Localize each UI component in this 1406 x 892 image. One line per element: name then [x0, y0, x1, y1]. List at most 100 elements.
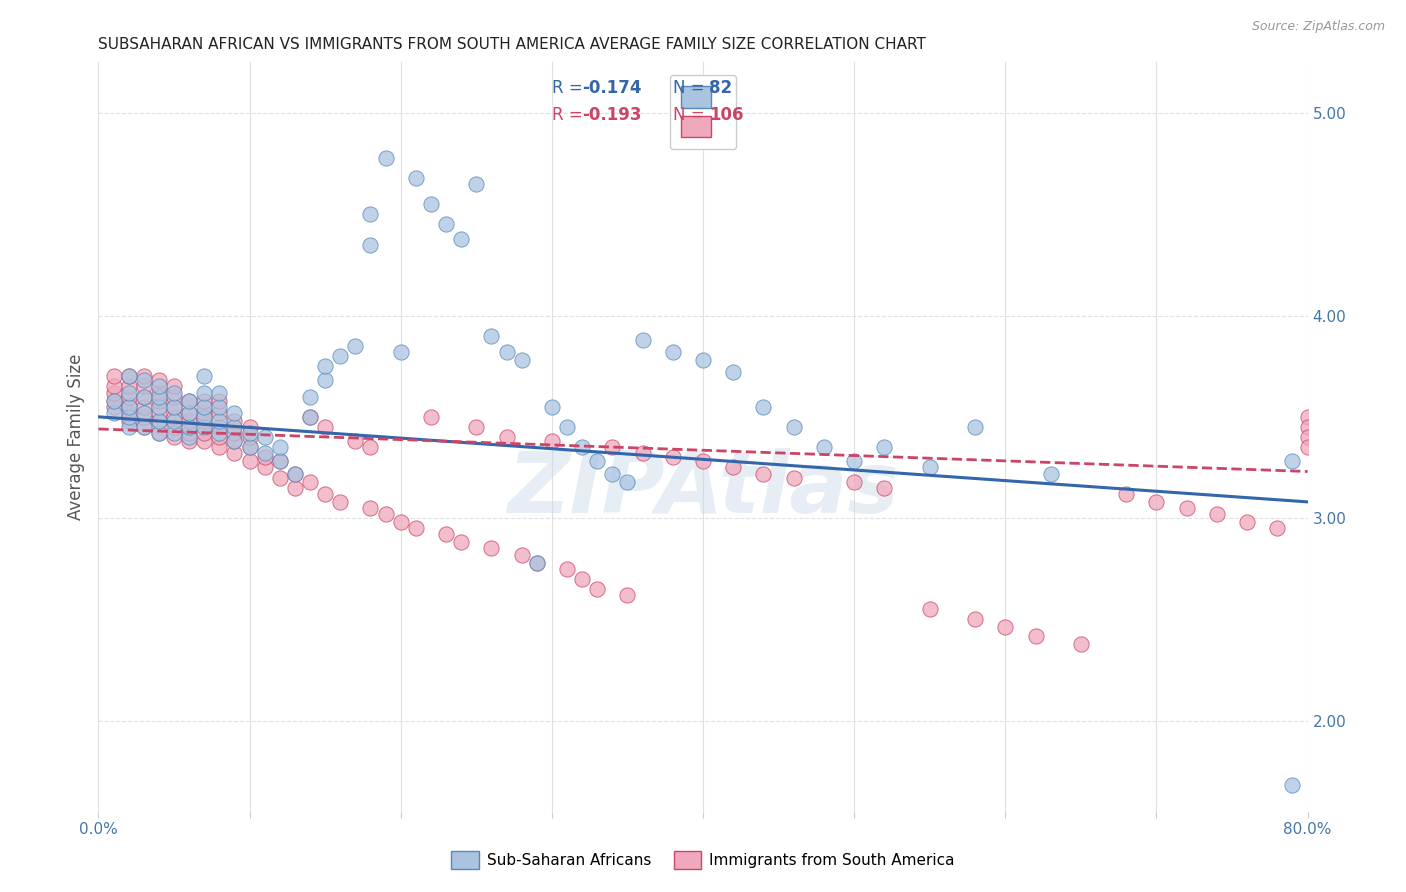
Text: 106: 106	[709, 106, 744, 124]
Point	[208, 393, 231, 408]
Point	[118, 414, 141, 428]
Point	[103, 385, 125, 400]
Point	[616, 588, 638, 602]
Point	[132, 373, 155, 387]
Point	[163, 390, 186, 404]
Point	[571, 572, 593, 586]
Point	[965, 420, 987, 434]
Point	[571, 440, 593, 454]
Point	[179, 414, 201, 428]
Point	[631, 333, 654, 347]
Point	[299, 475, 322, 489]
Point	[224, 414, 246, 428]
Point	[450, 535, 472, 549]
Point	[163, 379, 186, 393]
Point	[1267, 521, 1289, 535]
Point	[269, 454, 291, 468]
Point	[193, 369, 215, 384]
Point	[193, 434, 215, 449]
Point	[844, 475, 866, 489]
Point	[148, 400, 170, 414]
Point	[132, 420, 155, 434]
Point	[208, 425, 231, 440]
Point	[103, 400, 125, 414]
Point	[224, 406, 246, 420]
Point	[844, 454, 866, 468]
Point	[163, 400, 186, 414]
Point	[132, 390, 155, 404]
Point	[1070, 637, 1092, 651]
Point	[132, 409, 155, 424]
Point	[616, 475, 638, 489]
Text: ZIPAtlas: ZIPAtlas	[508, 448, 898, 531]
Point	[360, 500, 382, 515]
Point	[132, 379, 155, 393]
Text: SUBSAHARAN AFRICAN VS IMMIGRANTS FROM SOUTH AMERICA AVERAGE FAMILY SIZE CORRELAT: SUBSAHARAN AFRICAN VS IMMIGRANTS FROM SO…	[98, 37, 927, 52]
Point	[132, 406, 155, 420]
Point	[132, 369, 155, 384]
Point	[208, 406, 231, 420]
Point	[495, 430, 517, 444]
Point	[918, 602, 941, 616]
Point	[389, 345, 412, 359]
Point	[314, 373, 336, 387]
Point	[103, 393, 125, 408]
Point	[148, 385, 170, 400]
Point	[239, 440, 262, 454]
Point	[299, 409, 322, 424]
Point	[224, 434, 246, 449]
Point	[783, 420, 806, 434]
Point	[994, 620, 1017, 634]
Text: -0.174: -0.174	[582, 78, 641, 97]
Point	[1206, 507, 1229, 521]
Point	[132, 400, 155, 414]
Point	[510, 548, 533, 562]
Point	[1296, 409, 1319, 424]
Point	[1281, 778, 1303, 792]
Point	[148, 414, 170, 428]
Point	[253, 446, 276, 460]
Point	[1296, 430, 1319, 444]
Point	[208, 385, 231, 400]
Point	[510, 353, 533, 368]
Point	[253, 460, 276, 475]
Point	[103, 379, 125, 393]
Point	[965, 612, 987, 626]
Point	[163, 430, 186, 444]
Point	[163, 400, 186, 414]
Point	[193, 393, 215, 408]
Point	[253, 430, 276, 444]
Point	[179, 425, 201, 440]
Point	[723, 365, 745, 379]
Point	[269, 440, 291, 454]
Point	[661, 450, 683, 465]
Point	[586, 582, 609, 596]
Point	[602, 467, 624, 481]
Point	[360, 440, 382, 454]
Point	[118, 390, 141, 404]
Point	[1296, 440, 1319, 454]
Point	[193, 425, 215, 440]
Point	[253, 450, 276, 465]
Point	[526, 556, 548, 570]
Point	[193, 385, 215, 400]
Point	[344, 339, 367, 353]
Point	[239, 425, 262, 440]
Point	[148, 425, 170, 440]
Point	[1115, 487, 1137, 501]
Point	[586, 454, 609, 468]
Point	[193, 409, 215, 424]
Point	[193, 420, 215, 434]
Point	[208, 400, 231, 414]
Point	[1236, 515, 1258, 529]
Point	[314, 420, 336, 434]
Point	[299, 409, 322, 424]
Point	[420, 409, 443, 424]
Point	[1144, 495, 1167, 509]
Point	[526, 556, 548, 570]
Point	[163, 385, 186, 400]
Point	[555, 562, 578, 576]
Point	[224, 420, 246, 434]
Point	[269, 454, 291, 468]
Point	[148, 414, 170, 428]
